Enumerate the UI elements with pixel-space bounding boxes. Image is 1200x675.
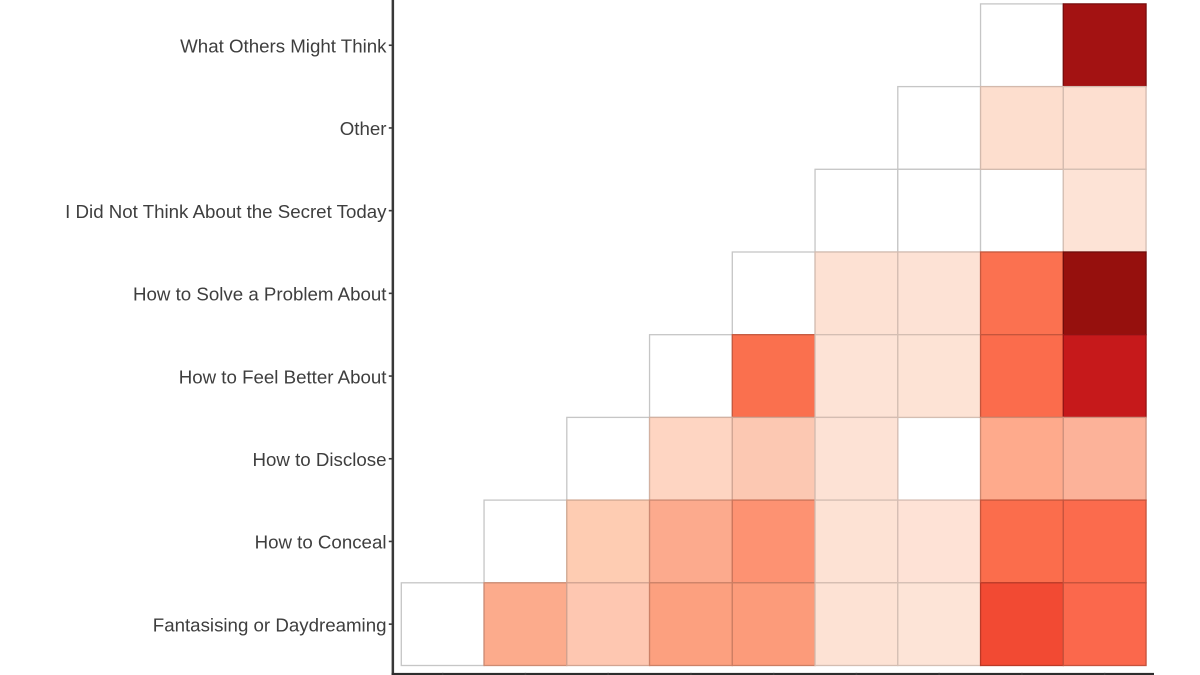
svg-text:How to Solve a Problem About: How to Solve a Problem About — [133, 284, 387, 305]
svg-text:Other: Other — [340, 118, 387, 139]
svg-text:What Others Might Think: What Others Might Think — [180, 35, 387, 56]
svg-text:How to Conceal: How to Conceal — [255, 532, 387, 553]
svg-text:I Did Not Think About the Secr: I Did Not Think About the Secret Today — [65, 201, 387, 222]
svg-text:Fantasising or Daydreaming: Fantasising or Daydreaming — [153, 614, 387, 635]
svg-text:How to Disclose: How to Disclose — [253, 449, 387, 470]
svg-text:How to Feel Better About: How to Feel Better About — [179, 366, 388, 387]
